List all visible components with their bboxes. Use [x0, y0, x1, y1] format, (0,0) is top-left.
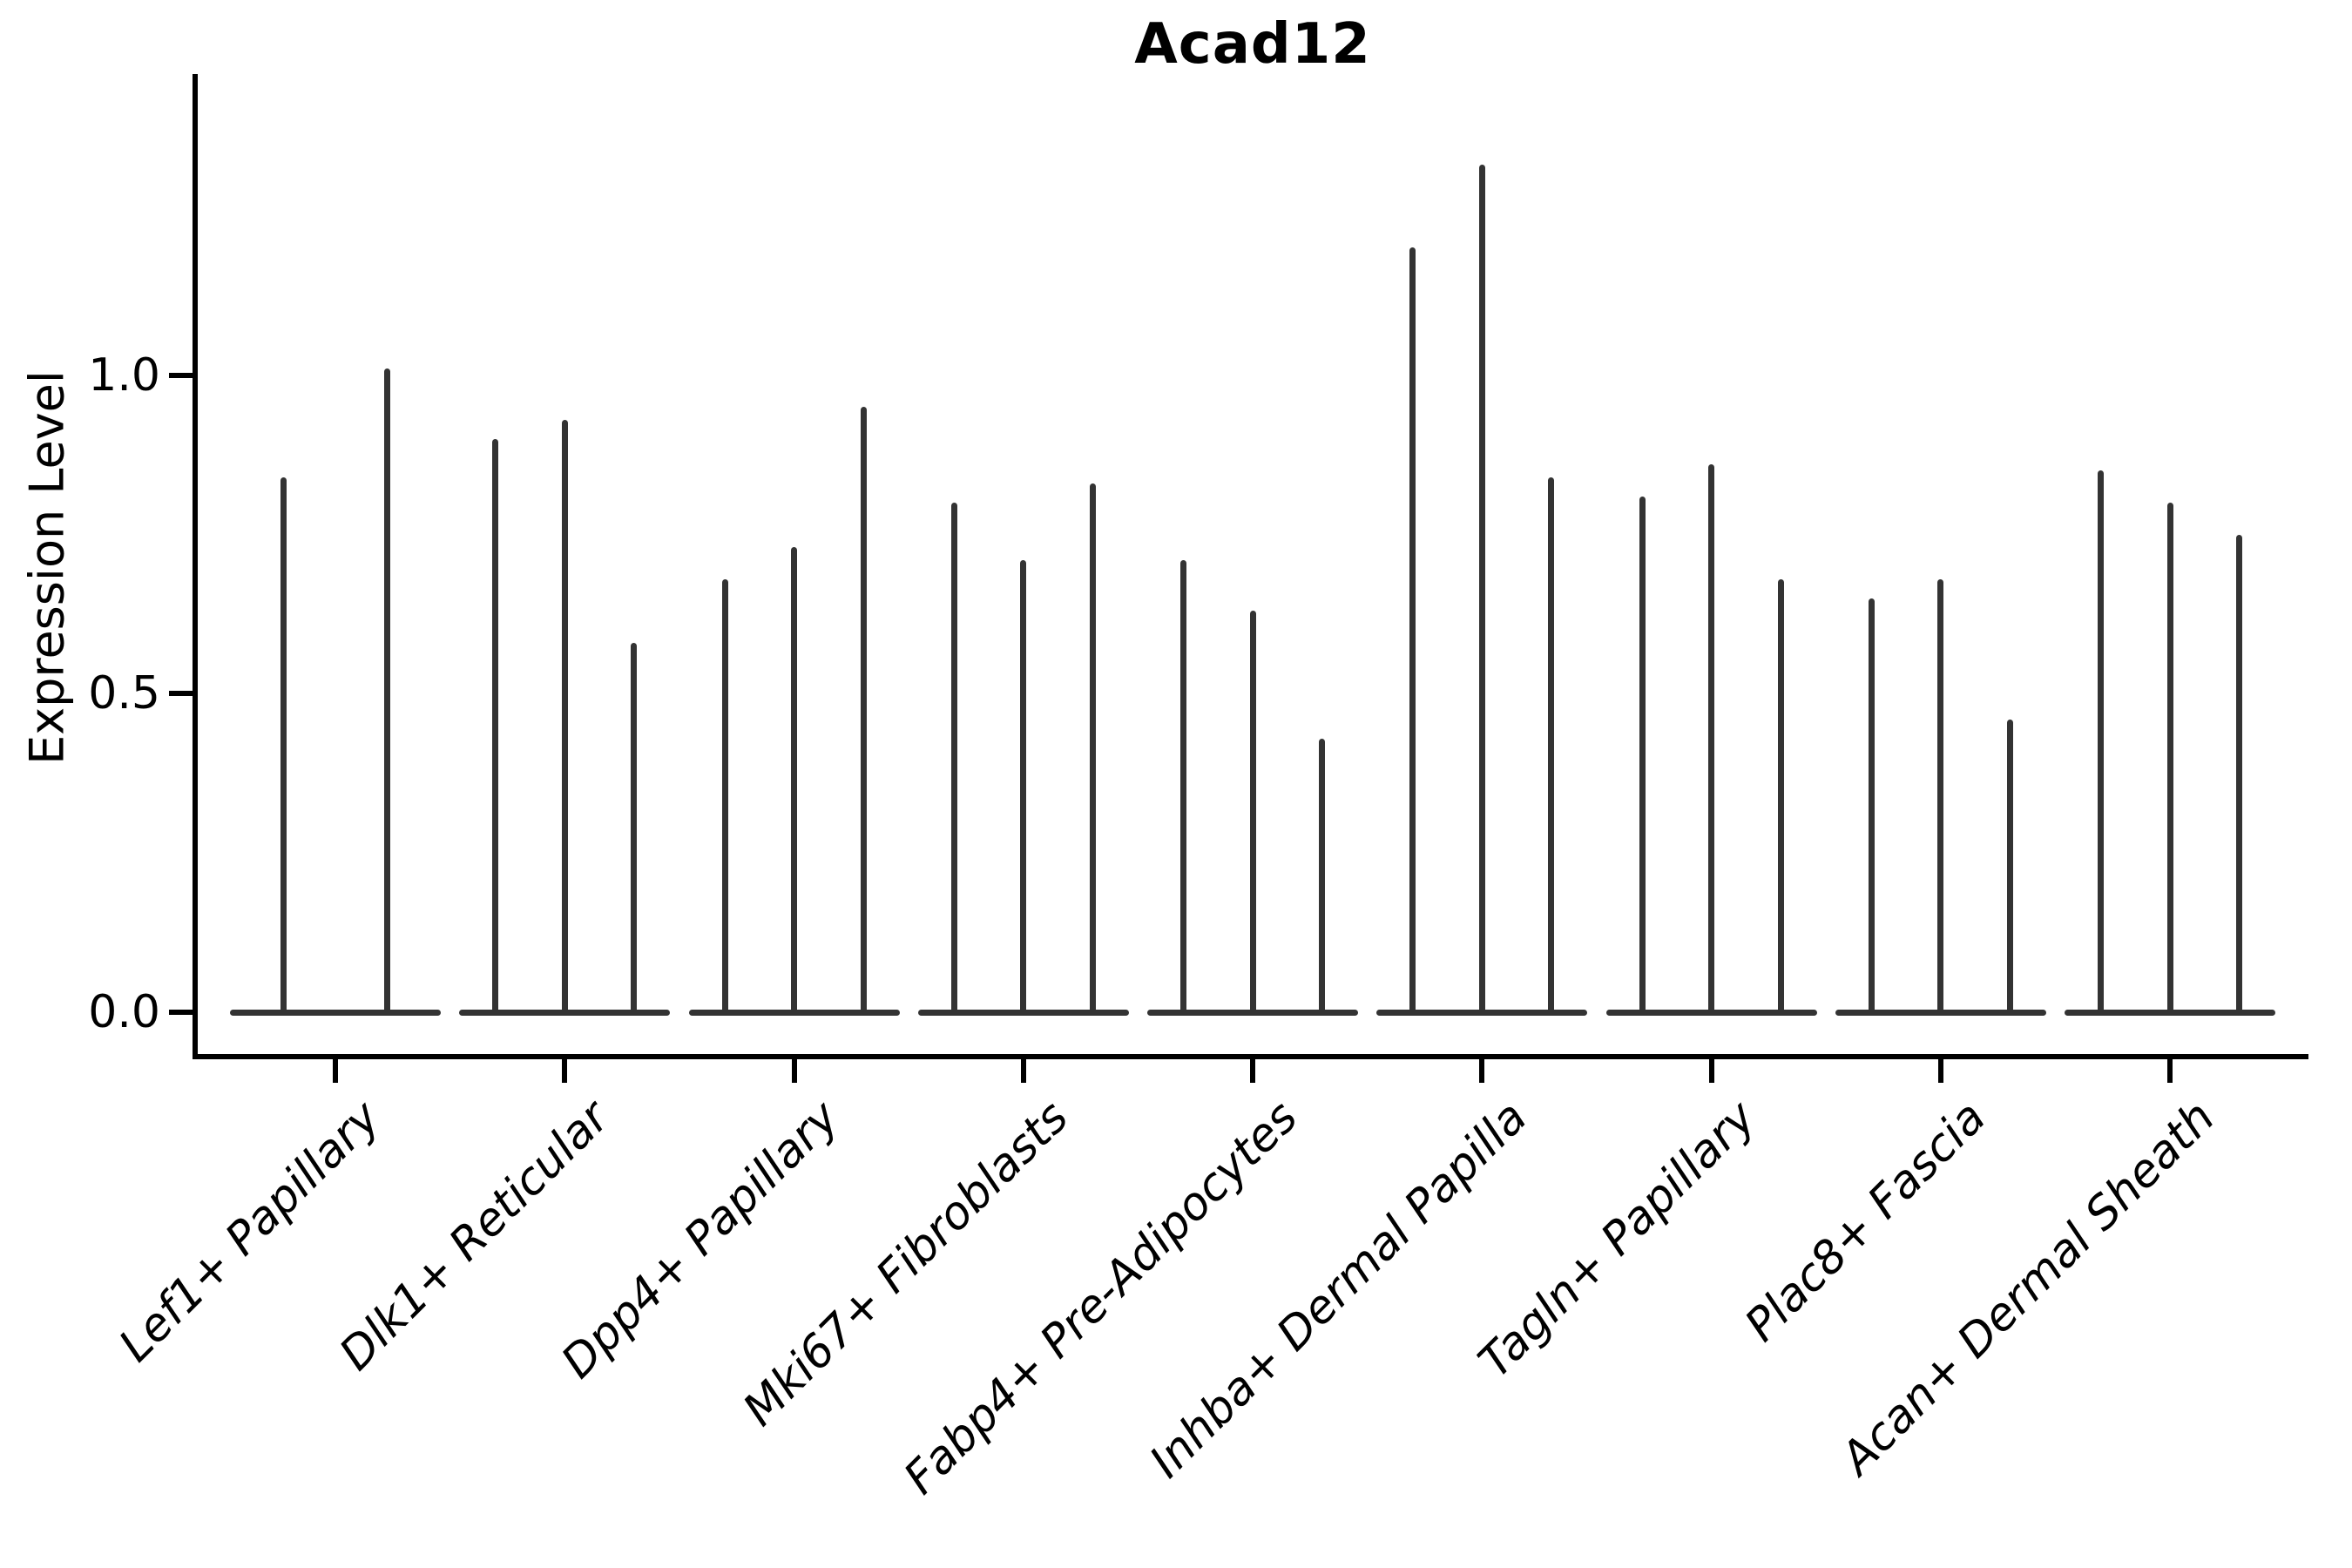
y-tick-mark: [169, 691, 193, 697]
violin-spike: [1319, 738, 1325, 1015]
x-tick-mark: [1937, 1059, 1943, 1083]
x-tick-label: Plac8+ Fascia: [1734, 1091, 1996, 1352]
violin-spike: [1708, 464, 1714, 1015]
violin-spike: [280, 476, 287, 1015]
violin-spike: [721, 578, 728, 1015]
violin-spike: [492, 438, 499, 1015]
violin-spike: [1548, 476, 1555, 1015]
violin-spike: [1180, 559, 1186, 1015]
x-tick-mark: [333, 1059, 338, 1083]
x-tick-label: Acan+ Dermal Sheath: [1831, 1091, 2226, 1485]
violin-spike: [1249, 611, 1256, 1015]
violin-spike: [2166, 502, 2173, 1015]
y-tick-label: 0.5: [88, 667, 160, 720]
x-tick-mark: [562, 1059, 568, 1083]
x-tick-mark: [1250, 1059, 1255, 1083]
x-tick-mark: [1708, 1059, 1714, 1083]
violin-spike: [860, 407, 867, 1015]
x-tick-mark: [2167, 1059, 2173, 1083]
y-tick-label: 0.0: [88, 986, 160, 1038]
violin-spike: [384, 368, 390, 1015]
violin-spike: [1868, 598, 1875, 1015]
violin-spike: [950, 502, 957, 1015]
violin-spike: [1089, 483, 1096, 1015]
x-tick-mark: [1020, 1059, 1026, 1083]
violin-spike: [1409, 247, 1416, 1015]
violin-spike: [1020, 559, 1027, 1015]
x-tick-mark: [1479, 1059, 1485, 1083]
y-tick-mark: [169, 1010, 193, 1015]
violin-spike: [1777, 578, 1784, 1015]
chart-title: Acad12: [1134, 12, 1371, 77]
x-tick-mark: [791, 1059, 797, 1083]
violin-spike: [2098, 470, 2104, 1015]
violin-spike: [1478, 165, 1485, 1015]
violin-base: [230, 1010, 441, 1016]
y-axis-spine: [193, 74, 198, 1059]
violin-spike: [2006, 719, 2013, 1015]
violin-spike: [561, 419, 568, 1015]
violin-spike: [631, 642, 638, 1015]
violin-spike: [2236, 534, 2242, 1015]
y-tick-mark: [169, 372, 193, 378]
violin-spike: [1639, 496, 1646, 1015]
x-tick-label: Fabp4+ Pre-Adipocytes: [894, 1091, 1308, 1505]
y-tick-label: 1.0: [88, 348, 160, 402]
x-axis-spine: [193, 1054, 2308, 1059]
violin-spike: [1937, 578, 1944, 1015]
x-tick-label: Inhba+ Dermal Papilla: [1139, 1091, 1538, 1489]
violin-spike: [791, 547, 797, 1015]
